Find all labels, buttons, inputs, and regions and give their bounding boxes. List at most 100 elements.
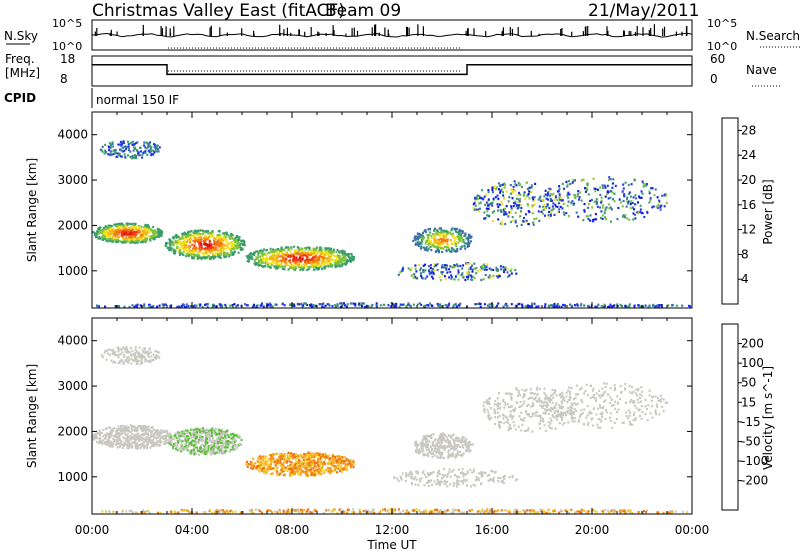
echo-cell (271, 456, 274, 459)
echo-cell (454, 243, 457, 246)
echo-cell (343, 255, 346, 258)
echo-cell (143, 238, 145, 241)
echo-cell (174, 252, 176, 255)
echo-cell (461, 240, 464, 243)
echo-cell (230, 433, 233, 436)
echo-cell (328, 249, 331, 252)
echo-cell (133, 238, 135, 241)
echo-cell (309, 254, 311, 257)
echo-cell (93, 433, 96, 436)
echo-cell (101, 236, 104, 239)
echo-cell (613, 200, 616, 203)
echo-cell (225, 255, 228, 258)
echo-cell (153, 238, 156, 241)
echo-cell (504, 266, 507, 269)
echo-cell (479, 269, 482, 272)
echo-cell (604, 195, 607, 198)
echo-cell (445, 268, 448, 271)
echo-cell (508, 196, 511, 199)
echo-cell (592, 220, 595, 223)
echo-cell (451, 235, 454, 238)
echo-cell (116, 431, 119, 434)
echo-cell (121, 143, 124, 146)
echo-cell (297, 263, 300, 266)
echo-cell (441, 243, 444, 246)
echo-cell (324, 257, 327, 260)
echo-cell (239, 442, 241, 445)
echo-cell (321, 268, 323, 271)
echo-cell (594, 305, 597, 308)
echo-cell (328, 258, 331, 261)
echo-cell (476, 302, 479, 306)
echo-cell (222, 239, 225, 242)
echo-cell (236, 241, 239, 244)
echo-cell (611, 182, 614, 185)
echo-cell (123, 237, 126, 240)
echo-cell (200, 247, 203, 250)
echo-cell (199, 303, 202, 306)
echo-cell (93, 437, 95, 441)
echo-cell (120, 224, 123, 227)
echo-cell (122, 427, 124, 431)
echo-cell (110, 442, 113, 445)
echo-cell (658, 201, 661, 204)
echo-cell (526, 306, 529, 309)
echo-cell (154, 444, 157, 447)
echo-cell (501, 222, 504, 226)
echo-cell (387, 304, 390, 307)
echo-cell (439, 303, 441, 306)
echo-cell (215, 235, 218, 238)
echo-cell (454, 230, 457, 233)
echo-cell (427, 243, 430, 246)
echo-cell (127, 439, 130, 442)
echo-cell (114, 234, 117, 237)
echo-cell (474, 196, 477, 199)
echo-cell (500, 183, 502, 187)
echo-cell (443, 275, 446, 278)
echo-cell (174, 444, 177, 447)
echo-cell (194, 437, 197, 440)
echo-cell (469, 274, 472, 277)
echo-cell (142, 234, 145, 237)
echo-cell (441, 239, 444, 243)
colorbar-tick-label: 28 (741, 123, 756, 137)
echo-cell (299, 264, 302, 267)
echo-cell (115, 232, 118, 235)
echo-cell (450, 274, 453, 277)
echo-cell (229, 448, 232, 451)
echo-cell (583, 203, 586, 206)
echo-cell (123, 431, 126, 434)
echo-cell (461, 272, 464, 275)
echo-cell (195, 231, 198, 234)
echo-cell (307, 453, 309, 456)
echo-cell (497, 197, 500, 200)
echo-cell (233, 438, 236, 441)
echo-cell (609, 206, 612, 209)
echo-cell (324, 468, 327, 471)
echo-cell (298, 264, 301, 267)
echo-cell (154, 430, 157, 433)
echo-cell (191, 253, 194, 256)
echo-cell (523, 191, 526, 194)
echo-cell (223, 251, 226, 254)
echo-cell (174, 235, 177, 238)
echo-cell (279, 263, 282, 266)
echo-cell (208, 240, 211, 243)
echo-cell (108, 432, 111, 435)
echo-cell (509, 184, 512, 187)
echo-cell (299, 255, 302, 258)
echo-cell (502, 269, 505, 272)
echo-cell (203, 239, 206, 242)
echo-cell (159, 436, 162, 439)
echo-cell (112, 430, 115, 433)
echo-cell (537, 210, 540, 213)
echo-cell (143, 445, 146, 448)
echo-cell (479, 197, 482, 200)
echo-cell (168, 437, 171, 440)
echo-cell (461, 231, 464, 235)
echo-cell (436, 247, 439, 250)
echo-cell (325, 261, 328, 264)
echo-cell (169, 246, 172, 249)
echo-cell (517, 206, 520, 209)
echo-cell (253, 262, 256, 265)
